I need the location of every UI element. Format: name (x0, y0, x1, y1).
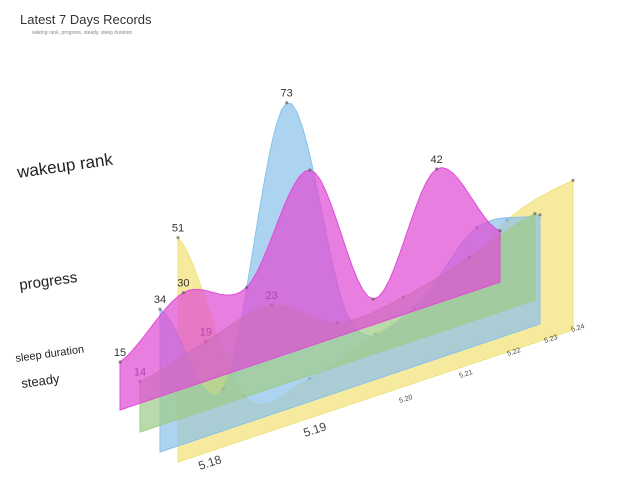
value-label-progress-0: 34 (154, 294, 166, 306)
point-progress-6 (538, 213, 542, 217)
series-sleep-duration: 15 30 42 (114, 154, 502, 411)
point-sleep-duration-6 (498, 229, 502, 233)
value-label-sleep-duration-5: 42 (431, 154, 443, 166)
value-label-sleep-duration-0: 15 (114, 347, 126, 359)
series-row-label-wakeup-rank: wakeup rank (15, 150, 115, 182)
category-label-1: 5.19 (302, 419, 329, 440)
chart-subtitle: waking rank, progress, steady, sleep dur… (32, 30, 133, 36)
point-wakeup-rank-6 (571, 178, 575, 182)
category-label-6: 5.24 (570, 323, 585, 334)
chart-title: Latest 7 Days Records (20, 12, 152, 27)
value-label-wakeup-rank-0: 51 (172, 223, 184, 235)
point-sleep-duration-3 (308, 168, 312, 172)
category-label-0: 5.18 (197, 452, 224, 473)
value-label-progress-2: 73 (281, 88, 293, 100)
point-progress-2 (285, 101, 289, 105)
point-progress-0 (158, 307, 162, 311)
category-label-2: 5.20 (398, 394, 413, 405)
value-label-sleep-duration-1: 30 (177, 278, 189, 290)
category-label-3: 5.21 (458, 369, 473, 380)
series-row-label-steady: steady (20, 371, 61, 391)
category-label-5: 5.23 (543, 334, 558, 345)
series-row-label-sleep-duration: sleep duration (15, 343, 85, 365)
point-wakeup-rank-0 (176, 236, 180, 240)
point-sleep-duration-0 (118, 360, 122, 364)
point-sleep-duration-5 (435, 167, 439, 171)
point-steady-6 (533, 212, 537, 216)
point-sleep-duration-4 (371, 297, 375, 301)
series-row-label-progress: progress (18, 269, 78, 294)
point-sleep-duration-2 (245, 285, 249, 289)
area-sleep-duration (119, 167, 501, 411)
category-label-4: 5.22 (506, 347, 521, 358)
point-sleep-duration-1 (181, 291, 185, 295)
